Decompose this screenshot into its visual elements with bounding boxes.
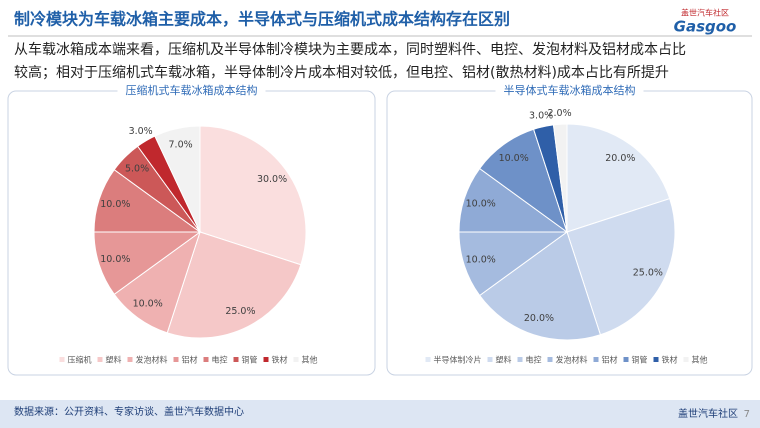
page-number: 7 bbox=[744, 409, 750, 420]
chart-title: 压缩机式车载冰箱成本结构 bbox=[126, 83, 258, 97]
legend-label: 电控 bbox=[212, 355, 228, 365]
summary-line: 较高；相对于压缩机式车载冰箱，半导体制冷片成本相对较低，但电控、铝材(散热材料)… bbox=[14, 64, 669, 81]
data-label: 10.0% bbox=[466, 255, 496, 266]
legend-label: 铁材 bbox=[272, 355, 288, 365]
legend-swatch bbox=[203, 357, 209, 362]
data-label: 20.0% bbox=[524, 313, 554, 324]
pie-slice bbox=[166, 231, 302, 339]
legend-swatch bbox=[653, 357, 659, 362]
legend-label: 塑料 bbox=[496, 355, 512, 365]
legend-label: 压缩机 bbox=[68, 355, 92, 365]
data-label: 10.0% bbox=[100, 199, 130, 210]
legend-label: 电控 bbox=[526, 355, 542, 365]
legend-swatch bbox=[59, 357, 65, 362]
data-label: 7.0% bbox=[169, 140, 193, 151]
legend-swatch bbox=[127, 357, 133, 362]
title-backdrop bbox=[117, 84, 266, 98]
pie-slice bbox=[566, 197, 676, 336]
pie-slice bbox=[154, 125, 201, 233]
legend-swatch bbox=[263, 357, 269, 362]
legend-swatch bbox=[173, 357, 179, 362]
data-label: 3.0% bbox=[129, 126, 153, 137]
legend-label: 铝材 bbox=[182, 355, 198, 365]
data-label: 20.0% bbox=[605, 153, 635, 164]
legend-label: 铝材 bbox=[602, 355, 618, 365]
legend-swatch bbox=[547, 357, 553, 362]
logo-cn: 盖世汽车社区 bbox=[681, 8, 729, 18]
pie-slice bbox=[552, 123, 568, 233]
logo-en: Gasgoo bbox=[674, 18, 737, 36]
legend-label: 发泡材料 bbox=[556, 355, 588, 365]
data-label: 3.0% bbox=[529, 111, 553, 122]
legend-swatch bbox=[593, 357, 599, 362]
legend-swatch bbox=[623, 357, 629, 362]
data-label: 30.0% bbox=[257, 174, 287, 185]
legend-swatch bbox=[683, 357, 689, 362]
legend-label: 塑料 bbox=[106, 355, 122, 365]
legend-swatch bbox=[517, 357, 523, 362]
footer-brand: 盖世汽车社区 bbox=[678, 407, 738, 420]
pie-slice bbox=[199, 125, 307, 266]
data-label: 2.0% bbox=[547, 108, 571, 119]
title-backdrop bbox=[495, 84, 644, 98]
data-label: 10.0% bbox=[499, 153, 529, 164]
legend-label: 半导体制冷片 bbox=[434, 355, 482, 365]
legend-swatch bbox=[97, 357, 103, 362]
legend-label: 铁材 bbox=[662, 355, 678, 365]
legend-label: 其他 bbox=[302, 355, 318, 365]
legend-label: 其他 bbox=[692, 355, 708, 365]
legend-label: 发泡材料 bbox=[136, 355, 168, 365]
data-label: 25.0% bbox=[225, 306, 255, 317]
slide-title: 制冷模块为车载冰箱主要成本，半导体式与压缩机式成本结构存在区别 bbox=[14, 10, 510, 29]
legend-swatch bbox=[293, 357, 299, 362]
chart-title: 半导体式车载冰箱成本结构 bbox=[504, 83, 636, 97]
data-label: 5.0% bbox=[125, 164, 149, 175]
data-label: 25.0% bbox=[633, 268, 663, 279]
footer-bar bbox=[0, 400, 760, 428]
data-label: 10.0% bbox=[133, 299, 163, 310]
legend-label: 铜管 bbox=[242, 355, 258, 365]
legend-swatch bbox=[425, 357, 431, 362]
legend-label: 铜管 bbox=[632, 355, 648, 365]
legend-swatch bbox=[487, 357, 493, 362]
pie-slice bbox=[566, 123, 671, 233]
summary-line: 从车载冰箱成本端来看，压缩机及半导体制冷模块为主要成本，同时塑料件、电控、发泡材… bbox=[14, 41, 686, 58]
pie-slice bbox=[478, 231, 602, 341]
data-label: 10.0% bbox=[100, 254, 130, 265]
legend-swatch bbox=[233, 357, 239, 362]
source: 数据来源：公开资料、专家访谈、盖世汽车数据中心 bbox=[14, 405, 244, 418]
data-label: 10.0% bbox=[466, 198, 496, 209]
